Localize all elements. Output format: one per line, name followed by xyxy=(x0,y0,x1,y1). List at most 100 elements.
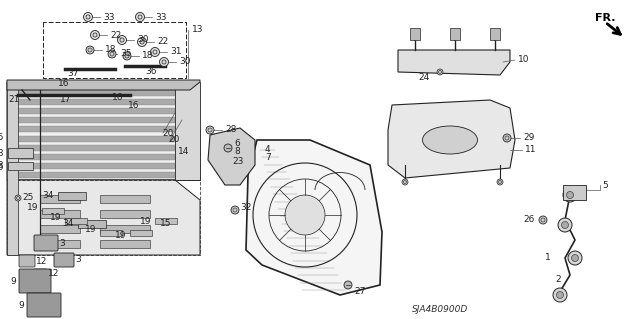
Text: 1: 1 xyxy=(545,254,551,263)
FancyBboxPatch shape xyxy=(42,208,64,214)
FancyBboxPatch shape xyxy=(563,184,586,199)
Polygon shape xyxy=(246,140,382,295)
Polygon shape xyxy=(7,80,200,90)
Circle shape xyxy=(224,144,232,152)
Circle shape xyxy=(558,218,572,232)
Text: 33: 33 xyxy=(155,12,166,21)
Text: 4: 4 xyxy=(265,145,271,154)
FancyBboxPatch shape xyxy=(34,269,47,279)
Text: 19: 19 xyxy=(84,226,96,234)
Text: 28: 28 xyxy=(225,125,236,135)
Text: 17: 17 xyxy=(60,95,72,105)
Polygon shape xyxy=(40,210,80,218)
Text: 27: 27 xyxy=(354,286,365,295)
Circle shape xyxy=(83,12,93,21)
Polygon shape xyxy=(208,128,255,185)
Circle shape xyxy=(108,50,116,58)
Text: 15: 15 xyxy=(160,219,172,228)
Text: 6: 6 xyxy=(234,139,240,149)
FancyBboxPatch shape xyxy=(58,192,86,200)
Circle shape xyxy=(572,255,579,262)
Text: 12: 12 xyxy=(48,270,60,278)
Polygon shape xyxy=(12,136,175,142)
Circle shape xyxy=(159,57,168,66)
Polygon shape xyxy=(12,163,175,169)
Circle shape xyxy=(136,12,145,21)
Text: 7: 7 xyxy=(265,153,271,162)
Text: 19: 19 xyxy=(115,232,126,241)
Polygon shape xyxy=(12,154,175,160)
FancyBboxPatch shape xyxy=(8,162,33,170)
Text: 16: 16 xyxy=(58,78,70,87)
Circle shape xyxy=(123,52,131,60)
Text: 9: 9 xyxy=(19,300,24,309)
Polygon shape xyxy=(12,126,175,132)
Text: 16: 16 xyxy=(128,100,140,109)
Polygon shape xyxy=(12,108,175,114)
Text: 21: 21 xyxy=(8,95,19,105)
Text: 15: 15 xyxy=(0,133,4,143)
Circle shape xyxy=(557,292,563,299)
Text: 29: 29 xyxy=(523,133,534,143)
Circle shape xyxy=(402,179,408,185)
Circle shape xyxy=(344,281,352,289)
FancyBboxPatch shape xyxy=(100,230,122,236)
FancyBboxPatch shape xyxy=(450,28,460,40)
Polygon shape xyxy=(40,240,80,248)
Circle shape xyxy=(86,46,94,54)
Circle shape xyxy=(285,195,325,235)
FancyBboxPatch shape xyxy=(490,28,500,40)
FancyBboxPatch shape xyxy=(19,269,51,293)
Text: 16: 16 xyxy=(112,93,124,102)
Polygon shape xyxy=(40,225,80,233)
Circle shape xyxy=(563,188,577,202)
Text: 19: 19 xyxy=(49,213,61,222)
Circle shape xyxy=(150,48,159,56)
Polygon shape xyxy=(398,50,510,75)
Circle shape xyxy=(90,31,99,40)
Polygon shape xyxy=(40,195,80,203)
Text: 19: 19 xyxy=(140,218,151,226)
Polygon shape xyxy=(7,82,200,180)
Text: 11: 11 xyxy=(525,145,536,154)
FancyBboxPatch shape xyxy=(8,148,33,158)
Text: 30: 30 xyxy=(179,57,191,66)
Polygon shape xyxy=(100,240,150,248)
Text: 3: 3 xyxy=(59,239,65,248)
FancyBboxPatch shape xyxy=(130,230,152,236)
Text: 31: 31 xyxy=(170,48,182,56)
Text: 14: 14 xyxy=(178,147,189,157)
Polygon shape xyxy=(388,100,515,178)
Text: 18: 18 xyxy=(142,51,154,61)
Circle shape xyxy=(539,216,547,224)
Text: 30: 30 xyxy=(137,35,148,44)
FancyBboxPatch shape xyxy=(410,28,420,40)
Circle shape xyxy=(15,195,21,201)
Circle shape xyxy=(553,288,567,302)
Text: 32: 32 xyxy=(240,204,252,212)
FancyArrowPatch shape xyxy=(607,24,620,34)
FancyBboxPatch shape xyxy=(78,220,106,228)
Text: 35: 35 xyxy=(120,49,131,58)
FancyBboxPatch shape xyxy=(19,255,35,267)
Circle shape xyxy=(118,35,127,44)
Text: 36: 36 xyxy=(145,66,157,76)
Polygon shape xyxy=(175,82,200,180)
Circle shape xyxy=(138,38,147,47)
Text: 10: 10 xyxy=(518,56,529,64)
Text: 5: 5 xyxy=(602,181,608,189)
Text: 18: 18 xyxy=(105,46,116,55)
Text: 22: 22 xyxy=(157,38,168,47)
Circle shape xyxy=(561,221,568,228)
Text: 34: 34 xyxy=(63,219,74,228)
Text: 22: 22 xyxy=(110,31,121,40)
Text: 38: 38 xyxy=(0,161,4,170)
Text: 2: 2 xyxy=(555,276,561,285)
Text: 23: 23 xyxy=(232,158,243,167)
Polygon shape xyxy=(12,172,175,178)
FancyBboxPatch shape xyxy=(34,235,58,251)
Text: 25: 25 xyxy=(22,194,33,203)
Text: 19: 19 xyxy=(26,204,38,212)
Text: 13: 13 xyxy=(192,26,204,34)
Circle shape xyxy=(206,126,214,134)
